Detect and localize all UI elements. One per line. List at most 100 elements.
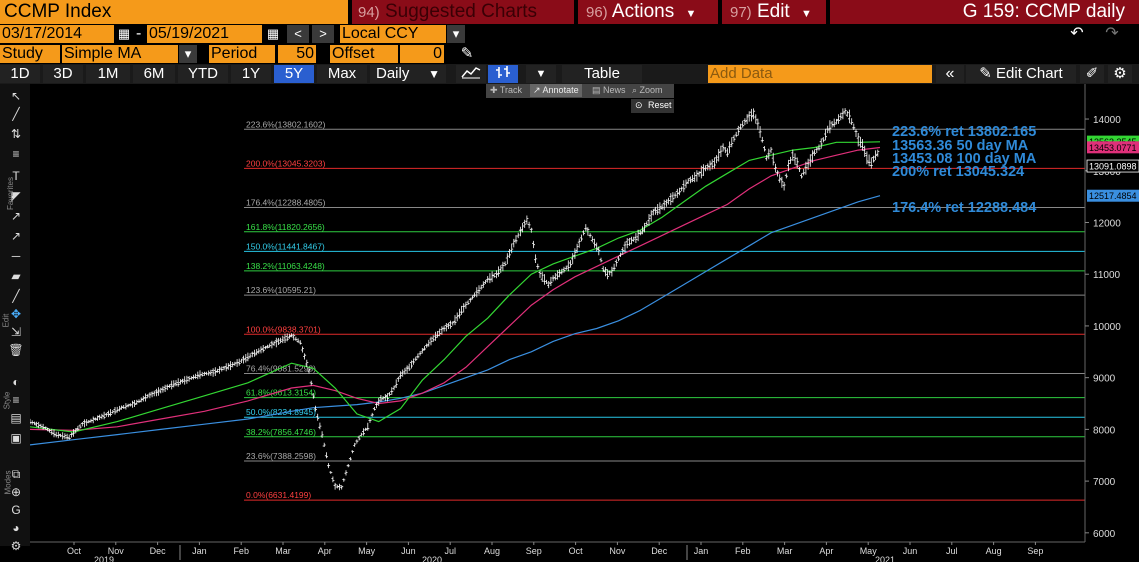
redo-icon[interactable]: ↷ (1097, 25, 1127, 43)
fib-label: 61.8%(8613.3154) (246, 388, 316, 398)
news-tool[interactable]: ▤ News (592, 85, 626, 95)
undo-icon[interactable]: ↶ (1062, 25, 1092, 43)
next-arrow-icon[interactable]: > (312, 25, 334, 43)
chevron-down-icon[interactable]: ▾ (179, 45, 197, 63)
period-ytd[interactable]: YTD (178, 65, 228, 83)
fib-tool-icon[interactable]: ⇅ (10, 127, 22, 141)
period-1d[interactable]: 1D (0, 65, 40, 83)
value-tag (1086, 159, 1139, 173)
move-icon[interactable]: ✥ (10, 307, 22, 321)
pointer-icon[interactable]: ⇲ (10, 325, 22, 339)
offset-field[interactable]: 0 (400, 45, 444, 63)
fib-label: 223.6%(13802.1602) (246, 119, 326, 129)
value-tag (1087, 141, 1139, 154)
chart-toolbar: 1D 3D 1M 6M YTD 1Y 5Y Max Daily ▼ ▼ Tabl… (0, 64, 1139, 84)
zoom-label: Zoom (639, 85, 663, 95)
chevron-down-icon[interactable]: ▼ (526, 65, 556, 83)
x-year-label: 2021 (875, 555, 895, 562)
calendar-icon[interactable]: ▦ (115, 25, 133, 43)
bar-chart-icon[interactable] (488, 65, 518, 83)
period-5y[interactable]: 5Y (274, 65, 314, 83)
channel-tool-icon[interactable]: ▰ (11, 269, 21, 283)
crosshair-icon[interactable]: ⊕ (10, 485, 22, 499)
edit-menu[interactable]: 97) Edit ▼ (722, 0, 826, 24)
period-1m[interactable]: 1M (86, 65, 130, 83)
x-tick-label: Nov (108, 546, 125, 556)
trend-tool-icon[interactable]: ↗ (10, 209, 22, 223)
trash-icon[interactable]: 🗑 (8, 343, 24, 357)
color-tool-icon[interactable]: ◐ (12, 375, 20, 389)
suggested-num: 94) (358, 4, 380, 21)
annotate-tool[interactable]: ↗ Annotate (530, 84, 582, 97)
reset-button[interactable]: ⊙ Reset (631, 99, 674, 113)
currency-field[interactable]: Local CCY (340, 25, 446, 43)
fib-label: 38.2%(7856.4746) (246, 427, 316, 437)
period-label: Period (209, 45, 275, 63)
prev-arrow-icon[interactable]: < (287, 25, 309, 43)
gear-icon[interactable]: ⚙ (10, 539, 22, 553)
x-tick-label: Oct (67, 546, 82, 556)
x-tick-label: Jul (444, 546, 456, 556)
line-width-icon[interactable]: ▤ (10, 411, 22, 425)
track-label: Track (499, 85, 523, 95)
text-tool-icon[interactable]: T (12, 169, 20, 183)
mode-icon[interactable]: ⧉ (11, 467, 21, 481)
track-tool[interactable]: ✚ Track (490, 85, 523, 95)
value-tag-label: 12517.4854 (1089, 191, 1137, 201)
actions-menu[interactable]: 96) Actions ▼ (578, 0, 718, 24)
period-field[interactable]: 50 (278, 45, 316, 63)
pencil-icon[interactable]: ✎ (456, 45, 478, 63)
fill-icon[interactable]: ▣ (10, 431, 22, 445)
add-data-input[interactable]: Add Data (708, 65, 932, 83)
price-chart[interactable]: 223.6%(13802.1602) 200.0%(13045.3203) 176.… (30, 84, 1139, 562)
horizontal-line-icon[interactable]: ─ (11, 249, 21, 263)
x-tick-label: Jul (946, 546, 958, 556)
period-1y[interactable]: 1Y (231, 65, 271, 83)
line-tool-icon[interactable]: ╱ (12, 107, 20, 121)
ma100-line (30, 146, 881, 432)
annotation-label: 200% ret 13045.324 (892, 164, 1024, 180)
study-bar: Study Simple MA ▾ Period 50 Offset 0 ✎ (0, 44, 1139, 64)
collapse-icon[interactable]: « (936, 65, 964, 83)
pencil-icon: ✎ (979, 65, 992, 82)
x-tick-label: May (358, 546, 376, 556)
chevron-down-icon[interactable]: ▾ (447, 25, 465, 43)
shape-tool-icon[interactable]: ◤ (11, 189, 21, 203)
table-button[interactable]: Table (562, 65, 642, 83)
x-tick-label: Mar (275, 546, 291, 556)
gamma-icon[interactable]: G (11, 503, 21, 517)
suggested-charts-button[interactable]: 94) Suggested Charts (352, 0, 574, 24)
cursor-icon[interactable]: ↖ (10, 89, 22, 103)
calendar-icon[interactable]: ▦ (264, 25, 282, 43)
gear-icon[interactable]: ⚙ (1108, 65, 1132, 83)
study-select[interactable]: Simple MA (62, 45, 178, 63)
period-max[interactable]: Max (317, 65, 367, 83)
chevron-down-icon: ▼ (685, 8, 697, 20)
end-date-field[interactable]: 05/19/2021 (147, 25, 262, 43)
fib-label: 123.6%(10595.21) (246, 285, 316, 295)
chart-edit-icon[interactable]: ✐ (1080, 65, 1104, 83)
start-date-field[interactable]: 03/17/2014 (0, 25, 114, 43)
ma50-line (30, 141, 881, 433)
fib-tool-icon[interactable]: ≡ (12, 147, 20, 161)
fib-label: 150.0%(11441.8467) (246, 241, 325, 251)
line-chart-icon[interactable] (456, 65, 486, 83)
palette-icon[interactable]: ◕ (12, 521, 20, 535)
annotation-label: 223.6% ret 13802.165 (892, 124, 1036, 140)
ticker-field[interactable]: CCMP Index (0, 0, 348, 24)
ohlc-glyph (496, 66, 510, 78)
x-tick-label: Feb (735, 546, 751, 556)
pen-tool-icon[interactable]: ╱ (12, 289, 20, 303)
zoom-tool[interactable]: ⌕ Zoom (632, 85, 663, 95)
period-3d[interactable]: 3D (43, 65, 83, 83)
frequency-select[interactable]: Daily ▼ (370, 65, 446, 83)
x-tick-label: May (860, 546, 878, 556)
price-bars (30, 108, 880, 491)
edit-chart-button[interactable]: ✎ Edit Chart (966, 65, 1076, 83)
line-style-icon[interactable]: ≡ (12, 393, 20, 407)
period-6m[interactable]: 6M (133, 65, 175, 83)
ray-tool-icon[interactable]: ↗ (10, 229, 22, 243)
x-axis: Oct Nov Dec Jan Feb Mar Apr May Jun Jul Aug Sep Oct N… (30, 541, 1085, 562)
